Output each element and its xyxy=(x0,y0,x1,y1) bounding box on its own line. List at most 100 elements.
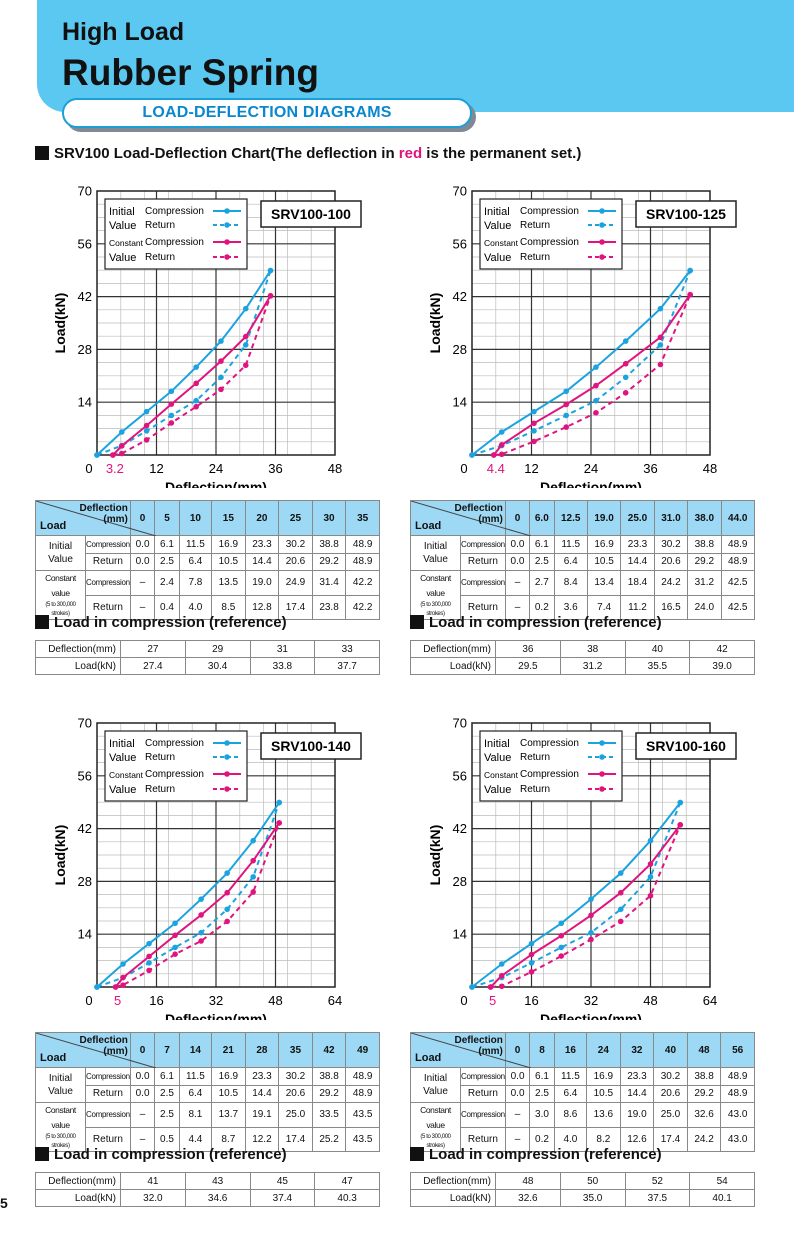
x-tick-label: 12 xyxy=(524,461,538,476)
table-cell: 30.2 xyxy=(278,535,313,554)
data-point-constant-return xyxy=(146,967,152,974)
table-cell: 48.9 xyxy=(345,552,380,571)
load-header: Load xyxy=(40,520,67,532)
legend-marker-initial-compression xyxy=(599,740,605,746)
compression-row-label: Compression xyxy=(460,570,506,596)
table-cell: 14.4 xyxy=(619,1084,655,1103)
data-point-initial-return xyxy=(588,929,594,936)
legend-item-label: Compression xyxy=(520,769,579,780)
table-cell: 23.3 xyxy=(619,1067,655,1086)
table-cell: 24.0 xyxy=(687,594,722,620)
permanent-set-label: 4.4 xyxy=(487,461,505,476)
data-point-constant-return xyxy=(224,918,230,925)
table-cell: 7.8 xyxy=(178,570,213,596)
table-cell: 2.5 xyxy=(529,552,555,571)
x-tick-label: 12 xyxy=(149,461,163,476)
reference-row-label: Load(kN) xyxy=(35,657,121,675)
legend-marker-initial-compression xyxy=(224,740,230,746)
data-point-initial-compression xyxy=(498,961,505,967)
deflection-header-cell: 40 xyxy=(653,1032,688,1068)
legend-item-label: Return xyxy=(520,252,550,263)
reference-cell: 37.5 xyxy=(624,1189,691,1207)
data-point-initial-return xyxy=(528,960,535,966)
plot-frame xyxy=(471,190,711,456)
x-tick-label: 16 xyxy=(149,993,163,1008)
reference-cell: 27 xyxy=(120,640,186,658)
table-row: Constant value (5 to 300,000 strokes) Comp… xyxy=(35,1102,380,1152)
deflection-header-cell: 42 xyxy=(311,1032,347,1068)
page-number: 5 xyxy=(0,1195,8,1211)
permanent-set-label: 3.2 xyxy=(106,461,124,476)
table-cell: 2.5 xyxy=(154,1084,180,1103)
y-axis-label: Load(kN) xyxy=(52,825,68,886)
data-point-constant-return xyxy=(558,953,565,959)
reference-cell: 32.0 xyxy=(120,1189,186,1207)
x-axis-label: Deflection(mm) xyxy=(165,479,267,488)
legend-marker-constant-return xyxy=(224,786,230,792)
series-line-initial-compression xyxy=(471,801,682,988)
table-cell: 8.5 xyxy=(211,594,246,620)
table-cell: 13.6 xyxy=(586,1102,621,1128)
table-cell: 23.3 xyxy=(244,535,280,554)
table-cell: 2.5 xyxy=(154,1102,180,1128)
table-cell: 48.9 xyxy=(720,1084,755,1103)
legend-item-label: Compression xyxy=(145,738,204,749)
data-point-initial-compression xyxy=(647,837,654,844)
x-tick-label: 0 xyxy=(460,461,467,476)
table-row: Initial Value Compression 0.0 6.1 11.5 16.9 23.… xyxy=(410,1067,755,1103)
y-tick-label: 56 xyxy=(78,236,92,251)
load-deflection-chart: 14 28 42 56 70 0 16 32 48 64 5 Deflection(mm) Load(k… xyxy=(52,716,362,1020)
table-cell: 20.6 xyxy=(653,552,689,571)
deflection-header-cell: 30 xyxy=(311,500,347,536)
table-cell: – xyxy=(129,1126,156,1152)
load-header: Load xyxy=(415,1052,442,1064)
legend-marker-constant-return xyxy=(224,254,230,260)
compression-row-label: Compression xyxy=(85,570,131,596)
data-point-constant-return xyxy=(487,984,494,990)
data-point-initial-compression xyxy=(224,870,230,876)
data-point-initial-compression xyxy=(593,364,599,370)
legend-group-label: Constant xyxy=(484,238,519,248)
data-point-initial-return xyxy=(198,929,204,936)
table-cell: 0.0 xyxy=(129,535,156,554)
table-corner-cell: Deflection (mm) Load xyxy=(410,500,531,536)
table-cell: 14.4 xyxy=(244,1084,280,1103)
header-title: High Load xyxy=(62,18,185,46)
table-row: Return 0.0 2.5 6.4 10.5 14.4 20.6 29.2 48.9 xyxy=(36,1084,380,1103)
compression-row-label: Compression xyxy=(85,1067,131,1086)
data-point-constant-compression xyxy=(218,358,224,364)
model-label: SRV100-140 xyxy=(260,732,362,760)
unit-header: (mm) xyxy=(478,1046,503,1057)
x-tick-label: 0 xyxy=(460,993,467,1008)
data-point-initial-compression xyxy=(168,388,175,395)
deflection-header-cell: 5 xyxy=(154,500,180,536)
table-row: Return 0.0 2.5 6.4 10.5 14.4 20.6 29.2 48.9 xyxy=(411,1084,755,1103)
table-cell: 2.7 xyxy=(529,570,555,596)
legend-group-label: Value xyxy=(484,752,511,764)
reference-row: Deflection(mm) 48 50 52 54 xyxy=(410,1172,755,1190)
table-header-row: Deflection (mm) Load 0 5 10 15 20 25 30 35 xyxy=(35,500,380,536)
reference-cell: 29 xyxy=(184,640,251,658)
constant-value-group: Constant value (5 to 300,000 strokes) xyxy=(35,1102,86,1152)
data-point-initial-return xyxy=(617,906,624,913)
table-row: Constant value (5 to 300,000 strokes) Comp… xyxy=(410,570,756,620)
table-corner-cell: Deflection (mm) Load xyxy=(410,1032,531,1068)
y-tick-label: 70 xyxy=(78,716,92,731)
y-tick-label: 14 xyxy=(453,927,467,942)
return-row-label: Return xyxy=(460,1084,506,1103)
deflection-header-cell: 7 xyxy=(154,1032,180,1068)
table-cell: 16.9 xyxy=(586,1067,621,1086)
data-point-initial-return xyxy=(250,874,256,880)
data-point-initial-compression xyxy=(242,305,249,312)
deflection-table: Deflection (mm) Load 0 6.0 12.5 19.0 25.0 31.0 38… xyxy=(410,500,756,620)
table-cell: 29.2 xyxy=(311,552,347,571)
table-cell: 25.0 xyxy=(278,1102,313,1128)
data-point-constant-return xyxy=(622,389,629,396)
x-axis-label: Deflection(mm) xyxy=(165,1011,267,1020)
deflection-header-cell: 8 xyxy=(529,1032,555,1068)
y-tick-label: 28 xyxy=(453,342,467,357)
constant-value-group: Constant value (5 to 300,000 strokes) xyxy=(410,570,461,620)
